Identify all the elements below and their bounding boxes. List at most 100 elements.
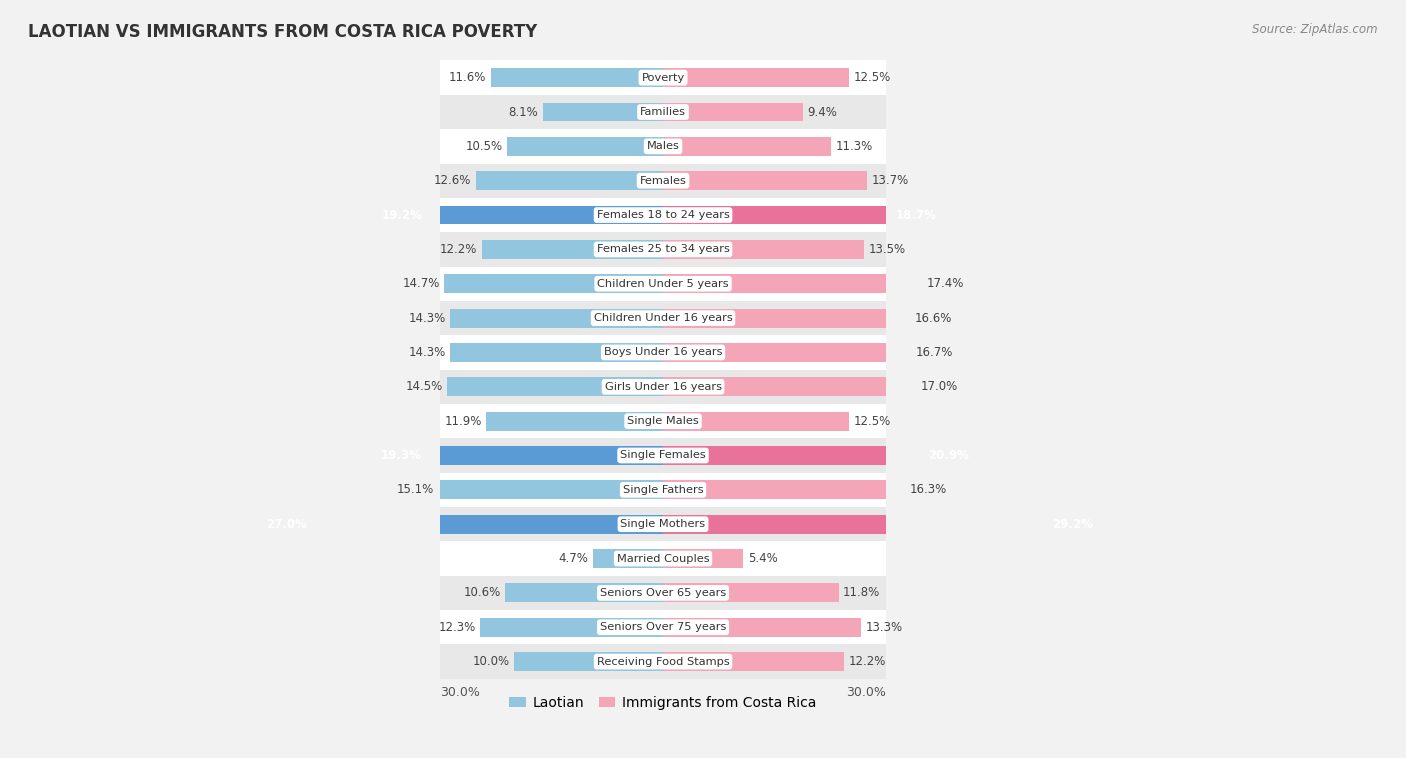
Text: 11.6%: 11.6%: [449, 71, 486, 84]
Bar: [505, 584, 664, 603]
Text: 30.0%: 30.0%: [846, 686, 886, 699]
Bar: [440, 232, 886, 267]
Text: 12.2%: 12.2%: [440, 243, 477, 256]
Text: Children Under 16 years: Children Under 16 years: [593, 313, 733, 323]
Text: 19.3%: 19.3%: [381, 449, 422, 462]
Text: Poverty: Poverty: [641, 73, 685, 83]
Bar: [664, 549, 744, 568]
Bar: [664, 274, 922, 293]
Text: Females 25 to 34 years: Females 25 to 34 years: [596, 244, 730, 255]
Bar: [262, 515, 664, 534]
Text: 16.3%: 16.3%: [910, 484, 948, 496]
Bar: [440, 541, 886, 576]
Text: Receiving Food Stamps: Receiving Food Stamps: [596, 656, 730, 666]
Bar: [440, 610, 886, 644]
Bar: [440, 267, 886, 301]
Text: 14.3%: 14.3%: [409, 312, 446, 324]
Bar: [440, 164, 886, 198]
Text: 10.0%: 10.0%: [472, 655, 510, 668]
Text: 5.4%: 5.4%: [748, 552, 778, 565]
Bar: [440, 404, 886, 438]
Bar: [664, 652, 845, 671]
Bar: [664, 343, 911, 362]
Text: Single Mothers: Single Mothers: [620, 519, 706, 529]
Legend: Laotian, Immigrants from Costa Rica: Laotian, Immigrants from Costa Rica: [503, 690, 823, 715]
Text: 14.7%: 14.7%: [402, 277, 440, 290]
Bar: [447, 377, 664, 396]
Bar: [377, 205, 664, 224]
Bar: [664, 412, 849, 431]
Bar: [664, 240, 863, 258]
Text: Seniors Over 75 years: Seniors Over 75 years: [600, 622, 727, 632]
Text: 11.3%: 11.3%: [835, 140, 873, 153]
Text: 4.7%: 4.7%: [558, 552, 589, 565]
Bar: [440, 129, 886, 164]
Text: 11.8%: 11.8%: [844, 587, 880, 600]
Text: 14.5%: 14.5%: [406, 381, 443, 393]
Bar: [440, 198, 886, 232]
Bar: [479, 618, 664, 637]
Bar: [664, 618, 860, 637]
Bar: [440, 473, 886, 507]
Bar: [664, 481, 905, 500]
Text: 9.4%: 9.4%: [807, 105, 837, 118]
Text: Boys Under 16 years: Boys Under 16 years: [603, 347, 723, 358]
Bar: [450, 309, 664, 327]
Bar: [508, 137, 664, 156]
Bar: [491, 68, 664, 87]
Bar: [664, 171, 866, 190]
Text: Girls Under 16 years: Girls Under 16 years: [605, 382, 721, 392]
Text: 16.6%: 16.6%: [914, 312, 952, 324]
Text: Single Fathers: Single Fathers: [623, 485, 703, 495]
Text: 18.7%: 18.7%: [896, 208, 936, 221]
Text: Children Under 5 years: Children Under 5 years: [598, 279, 728, 289]
Text: 12.2%: 12.2%: [849, 655, 886, 668]
Text: 12.6%: 12.6%: [434, 174, 471, 187]
Bar: [444, 274, 664, 293]
Text: 29.2%: 29.2%: [1052, 518, 1092, 531]
Text: 30.0%: 30.0%: [440, 686, 479, 699]
Text: 8.1%: 8.1%: [509, 105, 538, 118]
Text: 20.9%: 20.9%: [928, 449, 969, 462]
Text: 14.3%: 14.3%: [409, 346, 446, 359]
Bar: [664, 137, 831, 156]
Bar: [439, 481, 664, 500]
Text: 12.5%: 12.5%: [853, 415, 890, 428]
Bar: [664, 446, 974, 465]
Text: 19.2%: 19.2%: [382, 208, 423, 221]
Bar: [515, 652, 664, 671]
Text: Single Females: Single Females: [620, 450, 706, 461]
Bar: [440, 301, 886, 335]
Text: 17.0%: 17.0%: [921, 381, 957, 393]
Bar: [664, 584, 838, 603]
Bar: [440, 370, 886, 404]
Text: Families: Families: [640, 107, 686, 117]
Bar: [450, 343, 664, 362]
Text: 13.7%: 13.7%: [872, 174, 908, 187]
Bar: [664, 102, 803, 121]
Bar: [664, 205, 941, 224]
Bar: [440, 644, 886, 678]
Text: Source: ZipAtlas.com: Source: ZipAtlas.com: [1253, 23, 1378, 36]
Bar: [440, 507, 886, 541]
Bar: [440, 438, 886, 473]
Text: Females 18 to 24 years: Females 18 to 24 years: [596, 210, 730, 220]
Bar: [593, 549, 664, 568]
Text: 13.3%: 13.3%: [865, 621, 903, 634]
Bar: [664, 68, 849, 87]
Text: Married Couples: Married Couples: [617, 553, 710, 563]
Text: Seniors Over 65 years: Seniors Over 65 years: [600, 588, 725, 598]
Bar: [440, 95, 886, 129]
Bar: [664, 377, 915, 396]
Text: 11.9%: 11.9%: [444, 415, 482, 428]
Text: 17.4%: 17.4%: [927, 277, 963, 290]
Text: Single Males: Single Males: [627, 416, 699, 426]
Bar: [664, 515, 1097, 534]
Text: 27.0%: 27.0%: [266, 518, 307, 531]
Text: 13.5%: 13.5%: [869, 243, 905, 256]
Text: Females: Females: [640, 176, 686, 186]
Text: Males: Males: [647, 141, 679, 152]
Bar: [475, 171, 664, 190]
Bar: [664, 309, 910, 327]
Bar: [440, 61, 886, 95]
